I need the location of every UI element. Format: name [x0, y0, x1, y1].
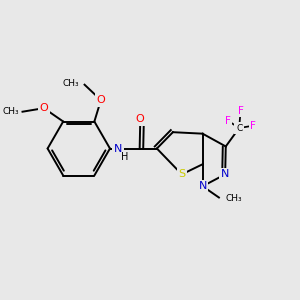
- Text: CH₃: CH₃: [226, 194, 242, 203]
- Text: H: H: [121, 152, 128, 162]
- Text: C: C: [236, 124, 242, 133]
- Text: O: O: [136, 114, 145, 124]
- Text: S: S: [178, 169, 185, 179]
- Text: CH₃: CH₃: [63, 79, 79, 88]
- Text: N: N: [221, 169, 230, 179]
- Text: N: N: [114, 143, 122, 154]
- Text: F: F: [250, 121, 256, 131]
- Text: O: O: [40, 103, 48, 113]
- Text: CH₃: CH₃: [3, 107, 20, 116]
- Text: N: N: [198, 181, 207, 191]
- Text: F: F: [238, 106, 244, 116]
- Text: O: O: [97, 95, 105, 105]
- Text: F: F: [225, 116, 231, 126]
